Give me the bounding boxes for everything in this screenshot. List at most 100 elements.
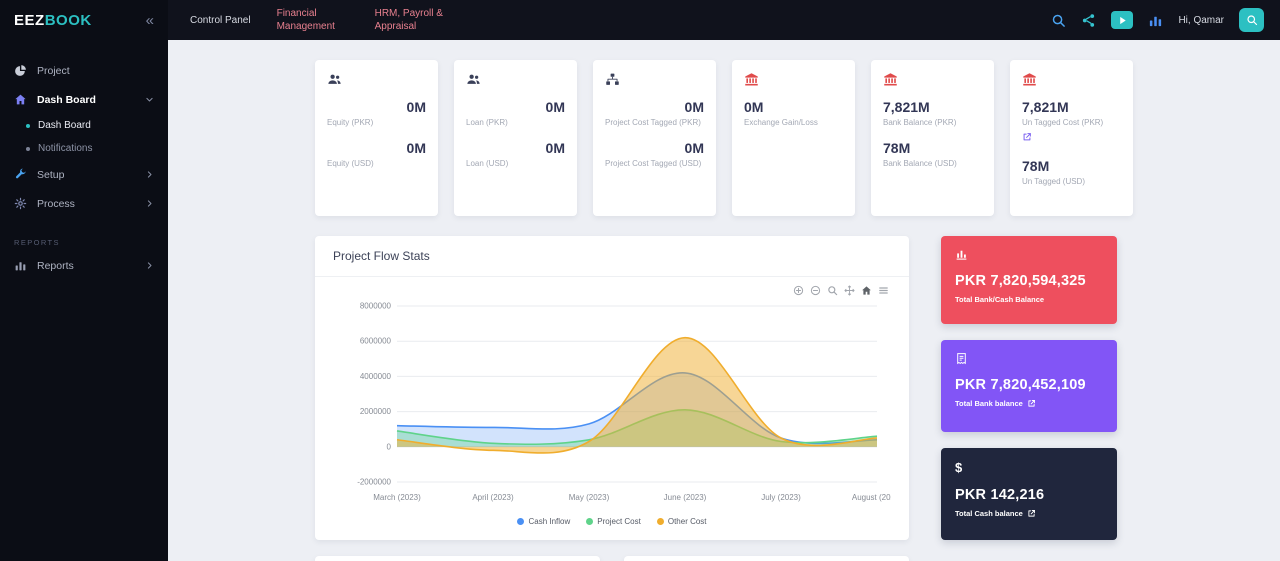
y-tick-label: 2000000 <box>360 407 392 416</box>
sidebar-subitem-dash-board[interactable]: Dash Board <box>0 114 168 137</box>
logo-part-2: BOOK <box>45 12 92 29</box>
logo-row: EEZBOOK « <box>0 0 168 40</box>
project-flow-stats-card: Project Flow Stats -20000000200000040000… <box>315 236 909 540</box>
tab-control-panel[interactable]: Control Panel <box>190 14 251 27</box>
chart-title: Project Flow Stats <box>315 236 909 277</box>
summary-label: Total Bank balance <box>955 399 1103 408</box>
sidebar-subitem-label: Dash Board <box>38 120 91 131</box>
chevron-right-icon <box>145 199 154 208</box>
summary-card-total-cash-balance: $PKR 142,216Total Cash balance <box>941 448 1117 540</box>
legend-label: Cash Inflow <box>528 517 570 526</box>
sidebar: EEZBOOK « ProjectDash BoardDash BoardNot… <box>0 0 168 561</box>
sidebar-item-label: Setup <box>37 169 64 181</box>
sidebar-item-dash-board[interactable]: Dash Board <box>0 85 168 114</box>
modebar-menu-button[interactable] <box>878 285 889 296</box>
chart-column-icon[interactable] <box>1148 13 1163 28</box>
legend-label: Project Cost <box>597 517 641 526</box>
stat-label: Loan (PKR) <box>466 118 565 129</box>
stat-value: 78M <box>1022 158 1121 174</box>
legend-item-other-cost[interactable]: Other Cost <box>657 517 707 526</box>
legend-dot <box>586 518 593 525</box>
x-tick-label: April (2023) <box>472 493 514 502</box>
stat-row: 0MProject Cost Tagged (USD) <box>605 140 704 170</box>
tab-hrm-payroll-appraisal[interactable]: HRM, Payroll & Appraisal <box>375 7 447 33</box>
stat-card-exchange-gain-loss: 0M Exchange Gain/Loss <box>732 60 855 216</box>
external-link-icon[interactable] <box>1027 509 1036 518</box>
summary-card-total-bank-balance: PKR 7,820,452,109Total Bank balance <box>941 340 1117 432</box>
sidebar-item-label: Process <box>37 198 75 210</box>
stat-value: 0M <box>466 99 565 115</box>
external-link-icon[interactable] <box>1027 399 1036 408</box>
stat-row: 0MEquity (USD) <box>327 140 426 170</box>
stat-row: 78MBank Balance (USD) <box>883 140 982 170</box>
summary-label: Total Bank/Cash Balance <box>955 295 1103 304</box>
bank-icon <box>883 72 898 87</box>
sidebar-item-reports[interactable]: Reports <box>0 251 168 280</box>
topbar-right: Hi, Qamar <box>1051 8 1264 32</box>
chart-body: -200000002000000400000060000008000000Mar… <box>315 277 909 540</box>
share-nodes-icon[interactable] <box>1081 13 1096 28</box>
sidebar-item-project[interactable]: Project <box>0 56 168 85</box>
stat-label: Project Cost Tagged (PKR) <box>605 118 704 129</box>
sidebar-item-setup[interactable]: Setup <box>0 160 168 189</box>
pie-icon <box>14 64 27 77</box>
stat-label: Project Cost Tagged (USD) <box>605 159 704 170</box>
users-icon <box>466 72 481 87</box>
y-tick-label: 6000000 <box>360 337 392 346</box>
chart-legend: Cash Inflow Project Cost Other Cost <box>329 513 895 536</box>
y-tick-label: 8000000 <box>360 302 392 311</box>
stat-label: Exchange Gain/Loss <box>744 118 843 129</box>
receipt-icon <box>955 352 968 365</box>
stat-value: 78M <box>883 140 982 156</box>
external-link-icon[interactable] <box>1022 132 1032 142</box>
stat-value: 0M <box>466 140 565 156</box>
modebar-magnifier-button[interactable] <box>827 285 838 296</box>
stat-value: 0M <box>744 99 843 115</box>
main-content: 0MEquity (PKR)0MEquity (USD)0MLoan (PKR)… <box>168 40 1280 561</box>
sidebar-subitem-label: Notifications <box>38 143 92 154</box>
search-button[interactable] <box>1239 8 1264 32</box>
stat-value: 0M <box>327 99 426 115</box>
users-icon <box>327 72 342 87</box>
sidebar-subitem-notifications[interactable]: Notifications <box>0 137 168 160</box>
x-tick-label: June (2023) <box>664 493 707 502</box>
home-icon <box>14 93 27 106</box>
stat-card-row: 0MEquity (PKR)0MEquity (USD)0MLoan (PKR)… <box>315 60 1133 216</box>
play-button[interactable] <box>1111 11 1133 29</box>
project-flow-chart: -200000002000000400000060000008000000Mar… <box>329 296 891 508</box>
bank-icon <box>744 72 759 87</box>
x-tick-label: March (2023) <box>373 493 421 502</box>
stat-card-loan: 0MLoan (PKR)0MLoan (USD) <box>454 60 577 216</box>
search-icon[interactable] <box>1051 13 1066 28</box>
legend-item-project-cost[interactable]: Project Cost <box>586 517 641 526</box>
bottom-card-row <box>315 556 909 561</box>
stat-label: Un Tagged (USD) <box>1022 177 1121 188</box>
app-logo: EEZBOOK <box>14 12 92 29</box>
user-greeting[interactable]: Hi, Qamar <box>1178 15 1224 26</box>
topbar-tabs: Control Panel Financial Management HRM, Pa… <box>190 7 447 33</box>
bottom-card-right <box>624 556 909 561</box>
sidebar-collapse-button[interactable]: « <box>146 13 154 28</box>
tools-icon <box>14 168 27 181</box>
tab-financial-management[interactable]: Financial Management <box>277 7 349 33</box>
modebar-home-button[interactable] <box>861 285 872 296</box>
x-tick-label: August (2023) <box>852 493 891 502</box>
modebar-zoom-in-button[interactable] <box>793 285 804 296</box>
gears-icon <box>14 197 27 210</box>
stat-row: 0M Loan (PKR) <box>466 99 565 129</box>
stat-row: 7,821MUn Tagged Cost (PKR) <box>1022 99 1121 147</box>
modebar-pan-button[interactable] <box>844 285 855 296</box>
stat-card-project-cost-tagged: 0MProject Cost Tagged (PKR)0MProject Cos… <box>593 60 716 216</box>
search-icon <box>1246 14 1258 26</box>
bottom-card-left <box>315 556 600 561</box>
stat-row: 0MEquity (PKR) <box>327 99 426 129</box>
sidebar-submenu: Dash Board Notifications <box>0 114 168 160</box>
legend-item-cash-inflow[interactable]: Cash Inflow <box>517 517 570 526</box>
sidebar-item-process[interactable]: Process <box>0 189 168 218</box>
sitemap-icon <box>605 72 620 87</box>
legend-dot <box>657 518 664 525</box>
stat-row: 78M Un Tagged (USD) <box>1022 158 1121 188</box>
modebar-zoom-out-button[interactable] <box>810 285 821 296</box>
chart-bar-icon <box>955 248 968 261</box>
stat-label: Equity (USD) <box>327 159 426 170</box>
